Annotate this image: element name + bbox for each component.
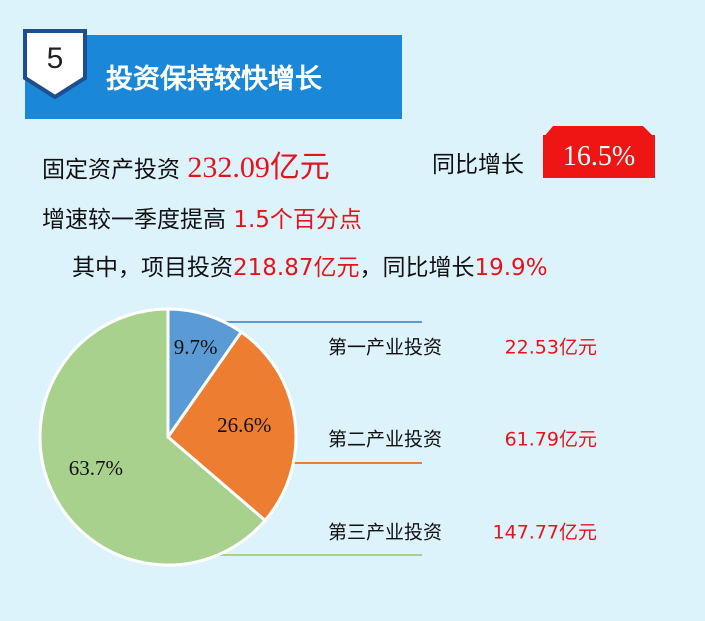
header-number: 5 [47, 42, 64, 75]
pie-slice [165, 329, 298, 523]
highlight: 19.9% [474, 255, 548, 281]
category-label: 第二产业投资 [328, 429, 442, 451]
slice-label: 9.7% [174, 335, 218, 359]
highlight: 218.87亿元 [233, 255, 360, 281]
pie-slice [166, 307, 244, 442]
text-line: 固定资产投资 232.09亿元 [42, 142, 330, 186]
text: 固定资产投资 [42, 157, 180, 183]
text: 增速较一季度提高 [42, 207, 226, 233]
highlight: 232.09亿元 [187, 151, 330, 184]
amount-label: 147.77亿元 [493, 522, 597, 544]
text: 其中，项目投资 [72, 255, 233, 281]
header-title: 投资保持较快增长 [106, 64, 322, 95]
slice-label: 63.7% [69, 456, 123, 480]
highlight: 1.5个百分点 [233, 207, 362, 233]
highlight-box: 16.5% [543, 135, 655, 178]
text-line: 增速较一季度提高 1.5个百分点 [42, 200, 362, 234]
slice-label: 26.6% [217, 413, 271, 437]
pie-slice [38, 307, 268, 567]
text-line: 其中，项目投资218.87亿元，同比增长19.9% [72, 248, 548, 282]
number-badge: 5 [23, 29, 87, 100]
text: 同比增长 [432, 152, 524, 178]
text: ，同比增长 [359, 255, 475, 281]
category-label: 第三产业投资 [328, 522, 442, 544]
amount-label: 22.53亿元 [505, 337, 597, 359]
category-label: 第一产业投资 [328, 337, 442, 359]
amount-label: 61.79亿元 [505, 429, 597, 451]
header-banner [25, 35, 402, 119]
